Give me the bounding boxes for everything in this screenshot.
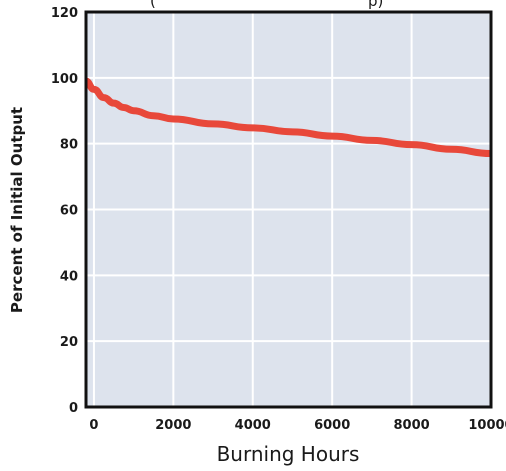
series-layer: [84, 77, 492, 158]
y-gridlines: [86, 76, 491, 343]
x-tick-label: 6000: [314, 418, 350, 433]
y-tick-label: 80: [60, 138, 78, 153]
series-line: [84, 77, 492, 158]
y-tick-label: 40: [60, 269, 78, 284]
chart-title-suffix: p): [368, 0, 383, 10]
plot-frame: [84, 10, 493, 409]
y-tick-label: 0: [69, 401, 78, 416]
x-tick-label: 4000: [235, 418, 271, 433]
y-tick-label: 20: [60, 335, 78, 350]
x-tick-label: 2000: [155, 418, 191, 433]
y-tick-label: 100: [51, 72, 78, 87]
x-tick-label: 8000: [393, 418, 429, 433]
y-axis-ticks: 0 20 40 60 80 100 120: [51, 6, 78, 416]
x-tick-label: 0: [89, 418, 98, 433]
chart-title: (: [150, 0, 156, 10]
y-tick-label: 60: [60, 204, 78, 219]
y-axis-title: Percent of Initial Output: [8, 107, 26, 313]
y-tick-label: 120: [51, 6, 78, 21]
x-axis-title: Burning Hours: [217, 442, 360, 466]
chart-title-group: ( p): [150, 0, 383, 10]
